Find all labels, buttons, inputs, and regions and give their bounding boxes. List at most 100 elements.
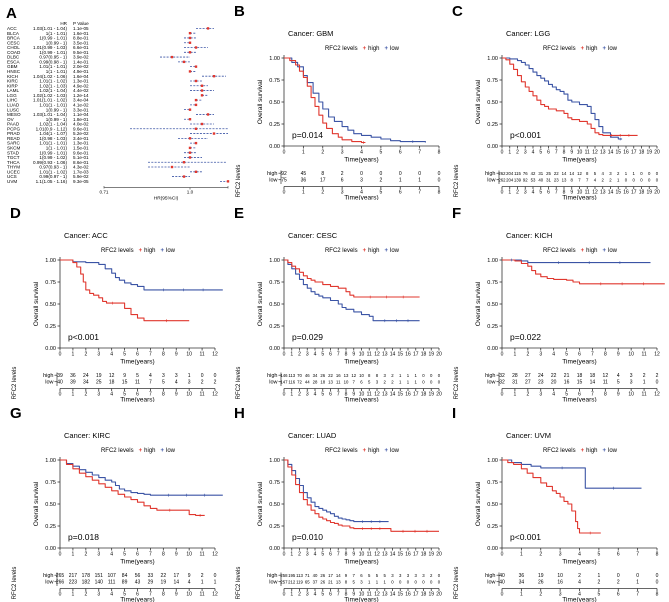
risk-count: 19: [96, 373, 102, 379]
risk-count: 195: [288, 573, 296, 578]
risk-count: 39: [57, 373, 63, 379]
x-tick-label: 12: [592, 150, 598, 156]
risk-count: 1: [418, 178, 421, 184]
risk-x-tick-label: 13: [600, 190, 606, 196]
risk-count: 46: [305, 373, 310, 378]
x-tick-label: 6: [578, 352, 581, 358]
hr-point: [188, 41, 192, 44]
legend-low-label: low: [608, 448, 618, 454]
y-tick-label: 0.75: [269, 280, 280, 286]
risk-count: 0: [656, 171, 659, 176]
x-tick-label: 3: [306, 352, 309, 358]
risk-count: 40: [313, 573, 318, 578]
x-tick-label: 1: [514, 352, 517, 358]
risk-count: 1: [636, 580, 639, 586]
risk-x-tick-label: 7: [149, 592, 152, 598]
forest-row-p: 1.5e-01: [73, 146, 89, 151]
hr-point: [188, 151, 192, 154]
risk-x-tick-label: 12: [212, 392, 218, 398]
x-tick-label: 10: [359, 352, 365, 358]
y-tick-label: 1.00: [269, 56, 280, 62]
forest-row-p: 1.1e-05: [73, 26, 89, 31]
risk-count: 1: [214, 580, 217, 586]
y-axis-label: Overall survival: [475, 481, 482, 526]
y-axis-label: Overall survival: [257, 281, 264, 326]
x-tick-label: 10: [577, 150, 583, 156]
x-tick-label: 0: [501, 552, 504, 558]
y-tick-label: 0.50: [487, 302, 498, 308]
x-tick-label: 1: [508, 150, 511, 156]
forest-row-p: 4.9e-01: [73, 69, 89, 74]
risk-count: 12: [351, 373, 356, 378]
forest-row-p: 5.9e-02: [73, 174, 89, 179]
x-tick-label: 10: [186, 352, 192, 358]
legend-high-marker-icon: +: [581, 46, 585, 52]
legend-low-label: low: [608, 248, 618, 254]
forest-row-hr: 1.1(1.05 - 1.16): [36, 179, 68, 184]
risk-count: 70: [297, 373, 302, 378]
p-value-label: p<0.001: [510, 130, 541, 140]
legend-high-label: high: [144, 248, 155, 254]
survival-curve-low: [502, 259, 651, 264]
risk-count: 3: [391, 573, 394, 578]
risk-x-tick-label: 18: [639, 190, 645, 196]
risk-count: 3: [360, 580, 363, 585]
forest-row-cancer: STAD: [7, 150, 20, 155]
risk-count: 18: [109, 380, 115, 386]
risk-x-tick-label: 1: [290, 592, 293, 598]
y-tick-label: 1.00: [269, 258, 280, 264]
risk-count: 2: [214, 380, 217, 386]
risk-row-label-low: low: [45, 380, 53, 386]
risk-count: 115: [514, 171, 521, 176]
x-tick-label: 7: [636, 552, 639, 558]
x-tick-label: 8: [604, 352, 607, 358]
x-tick-label: 9: [570, 150, 573, 156]
risk-count: 32: [499, 373, 505, 379]
risk-row-label-low: low: [45, 580, 53, 586]
risk-count: 34: [83, 380, 89, 386]
x-tick-label: 20: [436, 352, 442, 358]
risk-x-tick-label: 4: [110, 592, 113, 598]
risk-count: 12: [109, 373, 115, 379]
risk-count: 217: [69, 573, 78, 579]
risk-count: 19: [161, 580, 167, 586]
panel-letter: C: [452, 3, 463, 20]
risk-count: 27: [525, 373, 531, 379]
y-tick-label: 0.50: [269, 502, 280, 508]
risk-count: 6: [360, 380, 363, 385]
legend-high-marker-icon: +: [139, 448, 143, 454]
x-axis-label: Time(years): [344, 359, 378, 366]
risk-x-axis-label: Time(years): [120, 597, 154, 602]
risk-x-tick-label: 3: [306, 592, 309, 598]
risk-count: 3: [630, 380, 633, 386]
risk-x-tick-label: 12: [654, 392, 660, 398]
survival-curve-low: [60, 459, 223, 496]
legend-high-marker-icon: +: [581, 448, 585, 454]
x-tick-label: 11: [199, 552, 204, 558]
y-tick-label: 0.75: [45, 280, 56, 286]
hr-point: [194, 127, 198, 130]
censor-marks-high: [588, 531, 592, 535]
risk-count: 21: [564, 373, 570, 379]
panel-title: Cancer: KICH: [506, 231, 552, 240]
forest-row-cancer: THCA: [7, 160, 20, 165]
forest-row-cancer: HNSC: [7, 69, 21, 74]
risk-count: 262: [498, 178, 506, 183]
risk-count: 3: [399, 573, 402, 578]
risk-count: 31: [512, 380, 518, 386]
forest-row-cancer: PAAD: [7, 122, 20, 127]
y-tick-label: 0.50: [269, 100, 280, 106]
risk-x-tick-label: 10: [186, 592, 192, 598]
risk-count: 33: [148, 573, 154, 579]
censor-marks-low: [618, 137, 622, 141]
risk-count: 182: [82, 580, 91, 586]
x-tick-label: 0: [283, 352, 286, 358]
risk-count: 113: [288, 373, 295, 378]
risk-x-tick-label: 0: [501, 592, 504, 598]
x-axis-label: Time(years): [562, 559, 596, 566]
x-tick-label: 17: [413, 352, 419, 358]
risk-count: 107: [107, 573, 116, 579]
risk-count: 0: [640, 171, 643, 176]
risk-x-tick-label: 5: [123, 592, 126, 598]
risk-x-tick-label: 15: [397, 592, 403, 598]
